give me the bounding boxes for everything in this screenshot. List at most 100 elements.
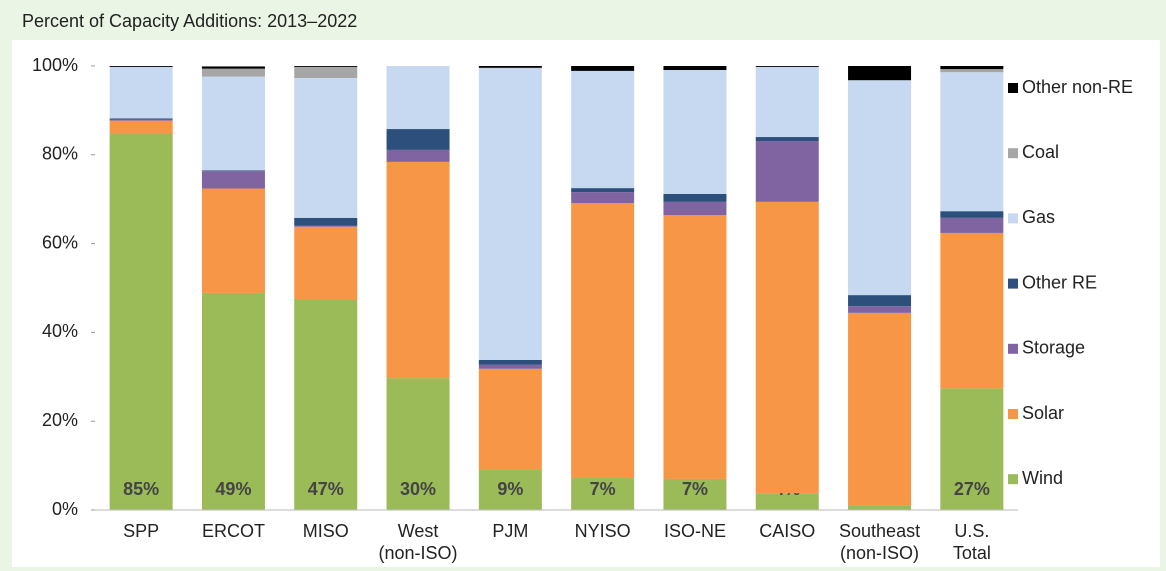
bar-segment (201, 188, 265, 293)
bar-segment (386, 161, 450, 379)
y-tick-label: 60% (42, 232, 78, 252)
value-label: 30% (400, 479, 436, 499)
value-label: 7% (590, 479, 616, 499)
legend-label: Wind (1022, 468, 1063, 488)
bar-segment (571, 192, 635, 204)
bar-segment (571, 203, 635, 479)
bar-segment (755, 201, 819, 494)
legend-swatch (1008, 213, 1018, 224)
legend-label: Other non-RE (1022, 77, 1133, 97)
bar-segment (755, 493, 819, 510)
bar-segment (201, 66, 265, 69)
bar-segment (571, 66, 635, 71)
x-tick-label: NYISO (575, 521, 631, 541)
value-label: 85% (123, 479, 159, 499)
bar-segment (294, 217, 358, 226)
bar-segment (294, 226, 358, 300)
y-tick-label: 20% (42, 410, 78, 430)
legend-swatch (1008, 83, 1018, 93)
legend-swatch (1008, 148, 1018, 159)
bar-segment (201, 171, 265, 189)
bar-segment (848, 80, 912, 296)
bar-segment (755, 137, 819, 142)
bar-segment (755, 66, 819, 138)
x-tick-label: U.S. Total (953, 521, 991, 563)
x-tick-label: ERCOT (202, 521, 265, 541)
y-tick-label: 0% (52, 499, 78, 519)
bar-segment (663, 201, 727, 216)
bar-segment (109, 133, 173, 510)
bar-segment (848, 306, 912, 313)
bar-segment (940, 232, 1004, 389)
x-tick-label: SPP (123, 521, 159, 541)
bar-segment (848, 312, 912, 506)
bar-segment (848, 505, 912, 510)
value-label: 49% (215, 479, 251, 499)
legend-label: Storage (1022, 338, 1085, 358)
bar-segment (940, 217, 1004, 233)
bar-segment (571, 478, 635, 510)
legend-label: Solar (1022, 403, 1064, 423)
bar-segment (478, 470, 542, 510)
legend-swatch (1008, 409, 1018, 419)
bar-segment (478, 368, 542, 471)
bar-segment (663, 66, 727, 70)
bar-segment (294, 299, 358, 510)
x-tick-label: ISO-NE (664, 521, 726, 541)
bar-segment (478, 364, 542, 369)
x-tick-label: West (non-ISO) (379, 521, 458, 563)
x-tick-label: PJM (492, 521, 528, 541)
bar-segment (663, 69, 727, 194)
bar-segment (294, 77, 358, 218)
chart-title: Percent of Capacity Additions: 2013–2022 (22, 11, 357, 31)
bar-segment (109, 66, 173, 67)
x-tick-label: CAISO (759, 521, 815, 541)
bar-segment (940, 69, 1004, 73)
value-label: 7% (682, 479, 708, 499)
bar-segment (386, 149, 450, 162)
bar-segment (201, 68, 265, 77)
bar-segment (478, 359, 542, 365)
value-label: 47% (308, 479, 344, 499)
bar-segment (386, 129, 450, 150)
bar-segment (663, 193, 727, 202)
bar-segment (478, 68, 542, 360)
bar-segment (109, 66, 173, 119)
legend-swatch (1008, 474, 1018, 485)
bar-segment (571, 188, 635, 193)
bar-segment (201, 292, 265, 510)
legend-label: Gas (1022, 207, 1055, 227)
y-tick-label: 40% (42, 321, 78, 341)
x-tick-label: Southeast (non-ISO) (839, 521, 920, 563)
bar-segment (571, 70, 635, 189)
legend-label: Coal (1022, 142, 1059, 162)
bar-segment (663, 215, 727, 479)
bar-segment (663, 478, 727, 510)
value-label: 27% (954, 479, 990, 499)
bar-segment (386, 66, 450, 130)
bar-segment (848, 66, 912, 81)
bar-segment (201, 170, 265, 172)
bar-segment (940, 66, 1004, 70)
value-label: 9% (497, 479, 523, 499)
bar-segment (478, 66, 542, 68)
legend-swatch (1008, 343, 1018, 354)
bar-segment (386, 378, 450, 510)
y-tick-label: 80% (42, 144, 78, 164)
bar-segment (294, 225, 358, 227)
legend-swatch (1008, 278, 1018, 289)
bar-segment (294, 66, 358, 78)
bar-segment (940, 388, 1004, 510)
bar-segment (201, 76, 265, 171)
bar-segment (294, 66, 358, 67)
bar-segment (109, 118, 173, 120)
bar-segment (848, 295, 912, 307)
bar-segment (940, 211, 1004, 218)
bar-segment (755, 66, 819, 67)
bar-segment (755, 141, 819, 202)
bar-segment (109, 120, 173, 134)
y-tick-label: 100% (32, 55, 78, 75)
x-tick-label: MISO (303, 521, 349, 541)
